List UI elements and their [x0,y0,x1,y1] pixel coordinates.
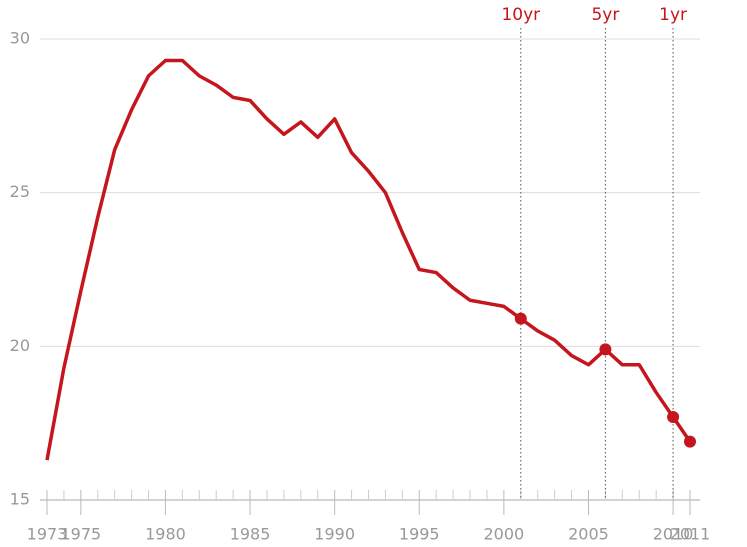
marker [599,343,612,356]
y-tick-label: 25 [10,182,30,201]
x-tick-label: 1990 [314,525,355,544]
x-tick-label: 2005 [568,525,609,544]
x-tick-label: 1973 [27,525,68,544]
x-tick-label: 1995 [399,525,440,544]
x-tick-label: 2010 [653,525,694,544]
y-tick-label: 20 [10,336,30,355]
marker [514,312,527,325]
annotation-label: 5yr [591,5,619,25]
y-tick-label: 30 [10,29,30,48]
x-tick-label: 2000 [484,525,525,544]
x-tick-label: 2011 [670,525,711,544]
annotation-label: 10yr [501,5,540,25]
line [45,58,692,461]
x-tick-label: 1975 [60,525,101,544]
marker [684,435,696,448]
y-tick-label: 15 [10,490,30,509]
x-tick-label: 1985 [230,525,271,544]
annotation-label: 1yr [659,5,687,25]
marker [667,411,680,424]
x-tick-label: 1980 [145,525,186,544]
